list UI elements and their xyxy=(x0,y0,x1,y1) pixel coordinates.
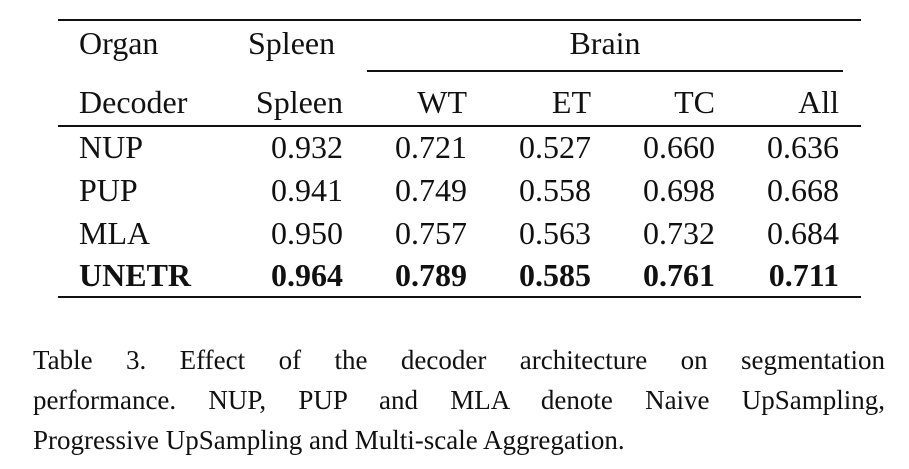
cell-spleen: 0.932 xyxy=(271,129,343,165)
cell-et: 0.585 xyxy=(519,257,591,293)
cell-tc: 0.660 xyxy=(643,129,715,165)
cell-all: 0.636 xyxy=(767,129,839,165)
header-rule xyxy=(58,125,861,127)
bottom-rule xyxy=(58,296,861,298)
caption-line-2: performance. NUP, PUP and MLA denote Nai… xyxy=(33,385,885,415)
row-decoder-name: UNETR xyxy=(79,257,192,293)
cell-tc: 0.761 xyxy=(643,257,715,293)
cell-wt: 0.749 xyxy=(395,172,467,208)
table-caption: Table 3. Effect of the decoder architect… xyxy=(33,340,885,460)
cell-all: 0.684 xyxy=(767,215,839,251)
header-spleen: Spleen xyxy=(255,84,343,120)
cell-spleen: 0.950 xyxy=(271,215,343,251)
header-tc: TC xyxy=(674,84,715,120)
cell-wt: 0.721 xyxy=(395,129,467,165)
cell-wt: 0.789 xyxy=(395,257,467,293)
header-decoder: Decoder xyxy=(79,84,188,120)
header-all: All xyxy=(798,84,839,120)
cell-tc: 0.732 xyxy=(643,215,715,251)
row-decoder-name: NUP xyxy=(79,129,144,165)
top-rule xyxy=(58,19,861,21)
row-decoder-name: MLA xyxy=(79,215,151,251)
caption-line-3: Progressive UpSampling and Multi-scale A… xyxy=(33,425,625,455)
caption-line-1: Table 3. Effect of the decoder architect… xyxy=(33,345,885,375)
cell-et: 0.558 xyxy=(519,172,591,208)
header-brain-group: Brain xyxy=(569,25,641,61)
cell-all: 0.668 xyxy=(767,172,839,208)
cell-tc: 0.698 xyxy=(643,172,715,208)
brain-group-rule xyxy=(367,70,843,72)
cell-wt: 0.757 xyxy=(395,215,467,251)
cell-all: 0.711 xyxy=(768,257,839,293)
header-wt: WT xyxy=(417,84,467,120)
header-spleen-group: Spleen xyxy=(248,25,336,61)
header-organ: Organ xyxy=(79,25,159,61)
cell-et: 0.563 xyxy=(519,215,591,251)
cell-et: 0.527 xyxy=(519,129,591,165)
cell-spleen: 0.941 xyxy=(271,172,343,208)
cell-spleen: 0.964 xyxy=(271,257,343,293)
row-decoder-name: PUP xyxy=(79,172,138,208)
header-et: ET xyxy=(551,84,591,120)
